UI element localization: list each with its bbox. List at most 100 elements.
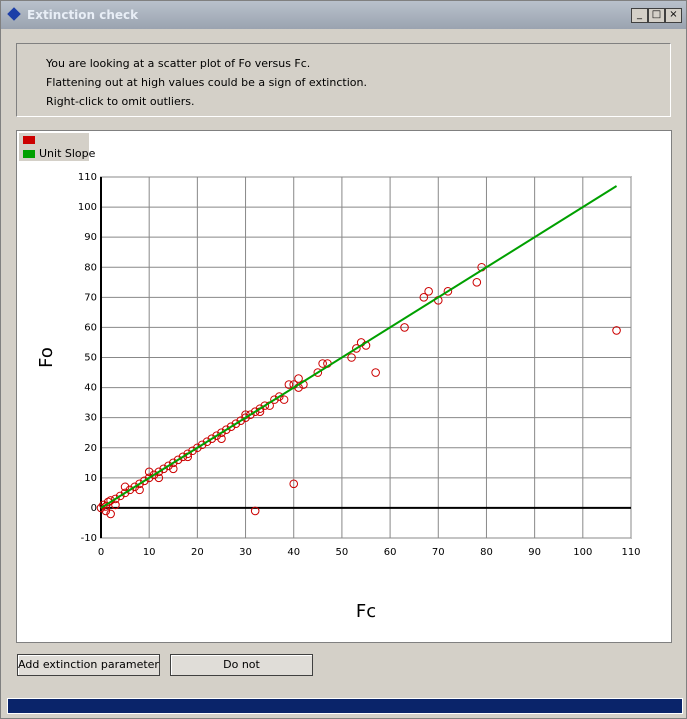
data-point [111,494,120,504]
data-point [101,506,111,516]
data-point [183,449,193,459]
chart-panel: 0 10 20 30 40 50 60 70 80 90 100 110 -10 0 10 20 30 40 50 6… [16,130,672,643]
y-tick-label: 10 [84,473,97,484]
data-point [294,374,303,383]
y-tick-label: -10 [81,533,97,544]
data-point [140,476,149,486]
data-point [400,323,409,332]
y-tick-label: 30 [84,413,97,424]
info-panel: You are looking at a scatter plot of Fo … [16,43,671,117]
data-point [106,509,115,519]
data-point [120,482,130,492]
close-button[interactable]: × [665,8,682,23]
data-point [226,422,236,431]
data-point [246,410,255,419]
instruction-text: Flattening out at high values could be a… [46,76,367,89]
y-tick-label: 50 [84,353,97,364]
data-point [144,467,154,477]
data-point [115,491,125,501]
data-point [231,419,241,428]
data-point [154,473,164,483]
data-point [424,287,433,296]
y-tick-label: 80 [84,262,97,273]
data-point [217,428,226,438]
data-point [270,395,279,404]
minimize-button[interactable]: _ [631,8,648,23]
data-point [111,500,120,510]
data-point [207,434,217,444]
data-point [217,434,226,444]
data-point [202,437,212,447]
data-point [347,353,356,362]
data-point [255,404,265,413]
data-point [419,293,429,302]
data-point [371,368,380,377]
data-point [274,392,284,401]
data-point [96,503,106,513]
x-tick-label: 40 [287,547,300,558]
x-tick-label: 30 [239,547,252,558]
data-point [241,413,250,422]
data-point [279,395,289,404]
x-axis-label: Fc [356,601,376,622]
data-point [164,461,173,471]
data-point [193,443,202,453]
do-not-button[interactable]: Do not [170,654,313,676]
data-point [168,458,178,468]
y-tick-label: 110 [78,172,97,183]
data-point [144,473,154,483]
data-point [149,470,159,480]
data-point [173,455,183,465]
data-point [212,431,221,441]
legend-label: Unit Slope [39,147,96,160]
instruction-text: Right-click to omit outliers. [46,95,195,108]
instruction-text: You are looking at a scatter plot of Fo … [46,57,311,70]
data-point [135,485,144,495]
data-point [154,467,164,477]
y-tick-label: 40 [84,383,97,394]
y-tick-label: 100 [78,202,97,213]
maximize-button[interactable]: □ [648,8,665,23]
data-point [443,287,453,296]
data-point [197,440,207,450]
status-bar [7,698,683,714]
legend-swatch [23,150,35,158]
data-point [178,452,188,462]
data-point [221,425,231,435]
x-tick-label: 110 [621,547,640,558]
data-point [250,506,260,516]
data-point [284,380,294,389]
unit-slope-line [100,185,618,509]
x-tick-label: 20 [191,547,204,558]
data-point [120,488,130,498]
data-point [250,407,260,416]
data-point [125,485,135,495]
data-point [318,359,327,368]
x-tick-label: 90 [528,547,541,558]
x-tick-label: 0 [98,547,104,558]
data-point [352,344,361,353]
data-point [168,464,178,474]
window-title: Extinction check [27,8,139,22]
x-tick-label: 70 [432,547,445,558]
x-tick-label: 10 [143,547,156,558]
x-tick-label: 50 [336,547,349,558]
y-tick-label: 0 [91,503,97,514]
y-tick-label: 70 [84,292,97,303]
data-point [188,446,197,456]
data-point [130,482,140,492]
add-extinction-button[interactable]: Add extinction parameter [17,654,160,676]
app-icon [7,7,21,21]
data-point [472,277,482,287]
y-tick-label: 90 [84,232,97,243]
data-point [135,479,144,489]
data-point [260,401,270,410]
chart: 0 10 20 30 40 50 60 70 80 90 100 110-10010203040506… [19,133,641,622]
data-point [313,368,323,377]
data-point [612,326,621,335]
y-tick-label: 20 [84,443,97,454]
data-point [236,416,246,425]
legend-swatch [23,136,35,144]
y-axis-label: Fo [36,347,57,368]
